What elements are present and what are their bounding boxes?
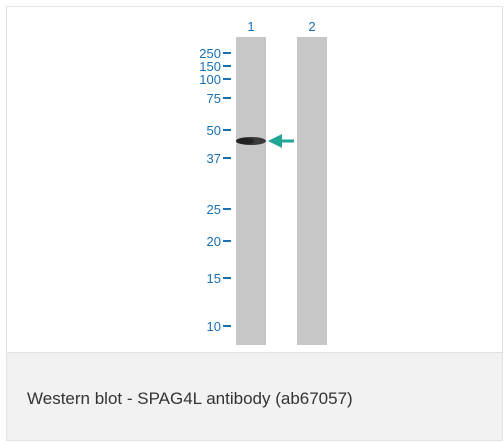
western-blot-image: 1 2 250 150 100 75 50 37 25 20 15 10	[199, 19, 327, 345]
lane-2	[297, 37, 327, 345]
protein-band-core	[236, 137, 254, 145]
marker-label-100: 100	[199, 72, 221, 87]
figure-card: 1 2 250 150 100 75 50 37 25 20 15 10	[6, 6, 503, 441]
marker-label-50: 50	[207, 123, 221, 138]
caption-bar: Western blot - SPAG4L antibody (ab67057)	[7, 352, 502, 440]
marker-label-10: 10	[207, 319, 221, 334]
marker-label-250: 250	[199, 46, 221, 61]
western-blot-figure: 1 2 250 150 100 75 50 37 25 20 15 10	[7, 7, 502, 352]
lane-1	[236, 37, 266, 345]
lane-label-1: 1	[247, 19, 254, 34]
marker-label-75: 75	[207, 91, 221, 106]
marker-label-37: 37	[207, 151, 221, 166]
marker-label-150: 150	[199, 59, 221, 74]
marker-label-20: 20	[207, 234, 221, 249]
arrow-left-icon	[268, 134, 294, 148]
figure-caption: Western blot - SPAG4L antibody (ab67057)	[27, 389, 353, 408]
marker-label-15: 15	[207, 271, 221, 286]
marker-label-25: 25	[207, 202, 221, 217]
lane-label-2: 2	[308, 19, 315, 34]
